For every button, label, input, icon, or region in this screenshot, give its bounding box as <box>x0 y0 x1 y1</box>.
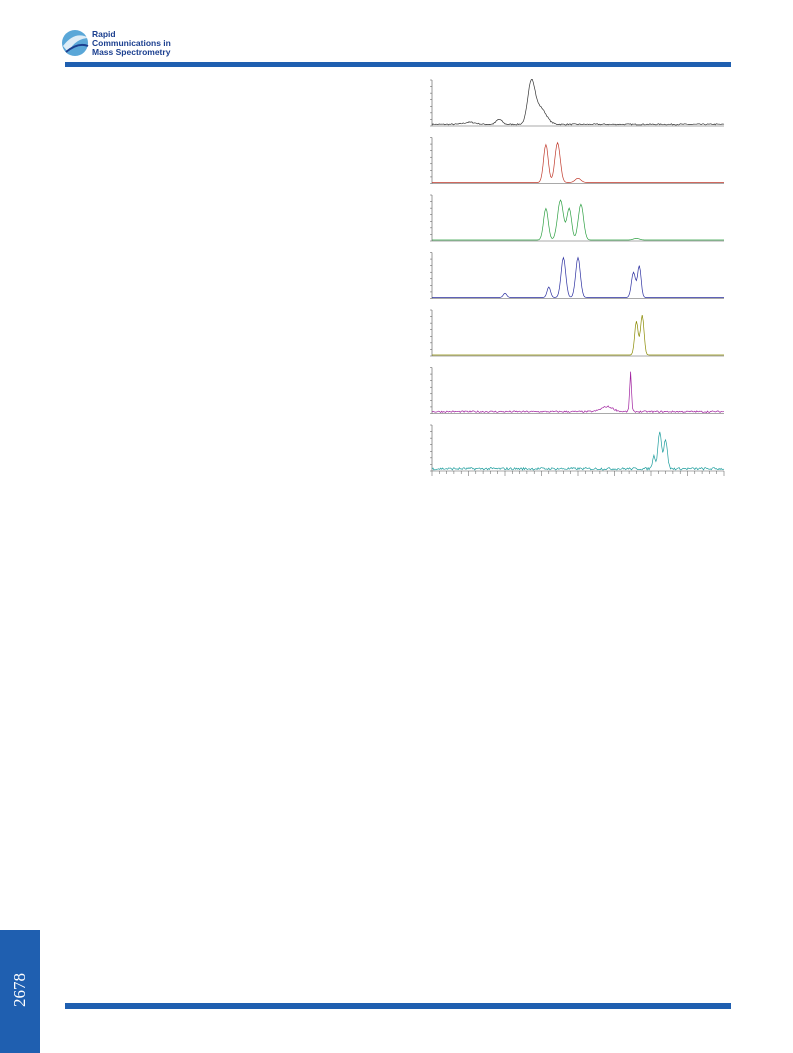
journal-logo <box>62 30 89 56</box>
side-tab <box>0 930 40 1053</box>
footer-rule <box>65 1003 731 1009</box>
journal-line: Rapid <box>92 29 116 39</box>
trace <box>432 141 724 183</box>
chromatogram-figure <box>430 78 725 476</box>
journal-line: Mass Spectrometry <box>92 47 171 57</box>
journal-line: Communications in <box>92 38 171 48</box>
trace <box>432 314 724 356</box>
page-number: 2678 <box>10 973 29 1007</box>
page-number-box: 2678 <box>0 960 40 1020</box>
trace <box>431 371 724 414</box>
trace <box>432 256 724 298</box>
trace <box>432 199 724 241</box>
trace <box>431 78 725 126</box>
journal-name: Rapid Communications in Mass Spectrometr… <box>92 30 171 57</box>
header-rule <box>65 62 731 67</box>
trace <box>431 431 725 471</box>
